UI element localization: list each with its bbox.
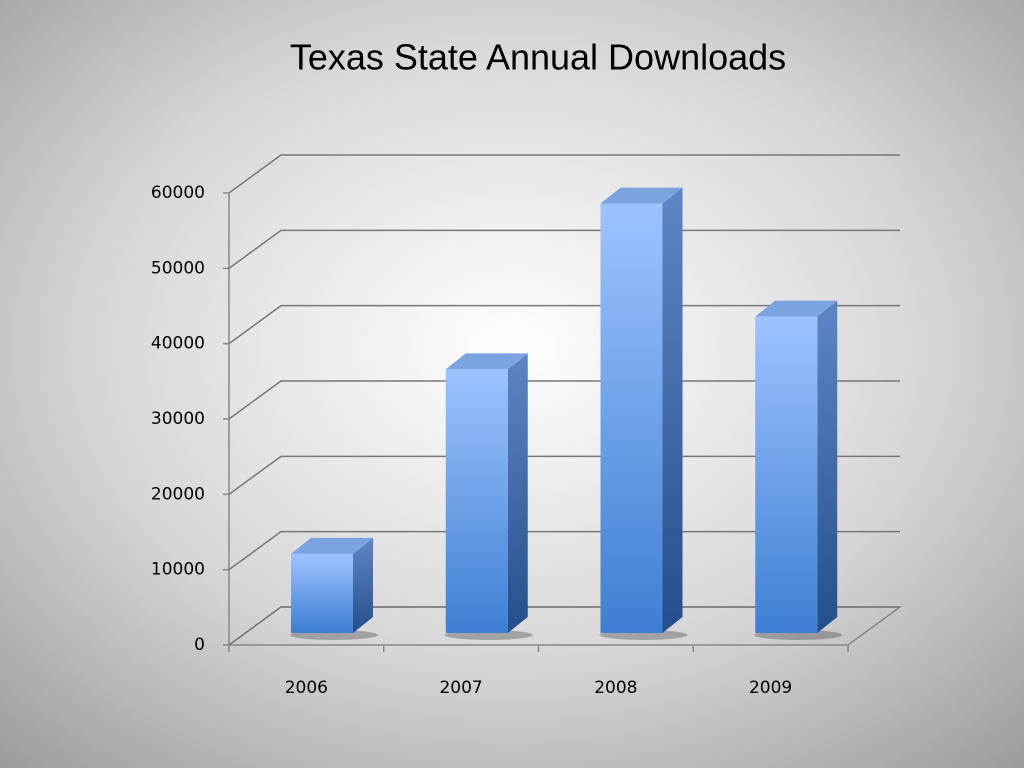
y-tick-label: 20000 <box>151 484 205 504</box>
bar-side <box>507 353 528 633</box>
bar-side <box>353 537 373 633</box>
y-tick-label: 50000 <box>151 258 205 278</box>
x-tick-label: 2008 <box>594 678 637 698</box>
grid-line <box>228 530 900 571</box>
bar-side <box>817 300 838 633</box>
y-tick-label: 0 <box>194 635 205 655</box>
bar <box>291 553 353 633</box>
y-tick-label: 10000 <box>151 560 205 580</box>
y-tick-label: 40000 <box>151 334 205 354</box>
bar <box>445 369 508 633</box>
bar-side <box>662 187 683 633</box>
grid-line <box>228 380 900 420</box>
bar <box>755 316 818 633</box>
bar-top <box>291 537 373 554</box>
y-tick-label: 30000 <box>151 409 205 429</box>
bar <box>600 203 663 633</box>
bar-top <box>600 187 683 204</box>
x-tick-label: 2006 <box>285 678 328 698</box>
bar-top <box>755 300 838 317</box>
grid-line <box>228 154 900 194</box>
grid-line <box>228 606 900 646</box>
grid-line <box>228 229 900 269</box>
x-tick-label: 2009 <box>749 678 792 698</box>
chart-title: Texas State Annual Downloads <box>290 37 786 78</box>
bar-top <box>445 353 528 370</box>
x-tick-label: 2007 <box>439 678 482 698</box>
grid-line <box>228 455 900 495</box>
grid-line <box>228 304 900 345</box>
y-tick-label: 60000 <box>151 183 205 203</box>
